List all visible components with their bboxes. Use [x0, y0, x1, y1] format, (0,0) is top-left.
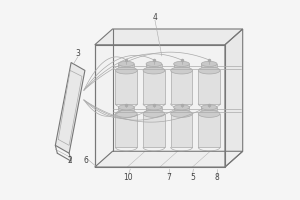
- Polygon shape: [118, 107, 134, 110]
- Text: 7: 7: [166, 173, 171, 182]
- Polygon shape: [174, 107, 189, 110]
- Polygon shape: [143, 67, 165, 74]
- Text: 8: 8: [215, 173, 219, 182]
- Polygon shape: [146, 107, 162, 110]
- Polygon shape: [143, 110, 165, 117]
- Polygon shape: [225, 29, 243, 167]
- Text: 10: 10: [124, 173, 133, 182]
- Polygon shape: [174, 64, 189, 67]
- Polygon shape: [118, 64, 134, 67]
- Polygon shape: [198, 70, 220, 104]
- Text: 6: 6: [83, 156, 88, 165]
- Polygon shape: [174, 105, 189, 110]
- Polygon shape: [55, 63, 85, 153]
- Polygon shape: [198, 110, 220, 117]
- Polygon shape: [116, 70, 137, 104]
- Polygon shape: [146, 61, 162, 66]
- Polygon shape: [146, 64, 162, 67]
- Polygon shape: [95, 151, 243, 167]
- Polygon shape: [116, 114, 137, 147]
- Polygon shape: [198, 114, 220, 147]
- Text: 2: 2: [68, 156, 73, 165]
- Polygon shape: [174, 61, 189, 66]
- Polygon shape: [116, 110, 137, 117]
- Polygon shape: [143, 70, 165, 104]
- Polygon shape: [146, 105, 162, 110]
- Polygon shape: [171, 110, 192, 117]
- Text: 4: 4: [152, 13, 158, 22]
- Polygon shape: [95, 45, 225, 167]
- Polygon shape: [118, 105, 134, 110]
- Polygon shape: [198, 67, 220, 74]
- Polygon shape: [171, 70, 192, 104]
- Polygon shape: [118, 61, 134, 66]
- Polygon shape: [95, 29, 243, 45]
- Text: 5: 5: [190, 173, 195, 182]
- Polygon shape: [116, 67, 137, 74]
- Polygon shape: [201, 107, 217, 110]
- Polygon shape: [201, 64, 217, 67]
- Polygon shape: [201, 61, 217, 66]
- Polygon shape: [201, 105, 217, 110]
- Polygon shape: [171, 67, 192, 74]
- Polygon shape: [171, 114, 192, 147]
- Polygon shape: [143, 114, 165, 147]
- Text: 3: 3: [76, 49, 80, 58]
